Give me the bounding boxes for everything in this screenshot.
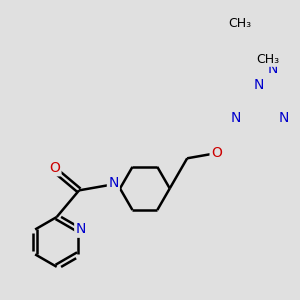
Text: N: N <box>76 223 86 236</box>
Text: N: N <box>231 110 242 124</box>
Text: N: N <box>108 176 118 190</box>
Text: N: N <box>267 62 278 76</box>
Text: CH₃: CH₃ <box>256 52 279 66</box>
Text: N: N <box>254 78 264 92</box>
Text: O: O <box>211 146 222 160</box>
Text: O: O <box>49 161 60 175</box>
Text: N: N <box>279 110 290 124</box>
Text: CH₃: CH₃ <box>228 17 251 30</box>
